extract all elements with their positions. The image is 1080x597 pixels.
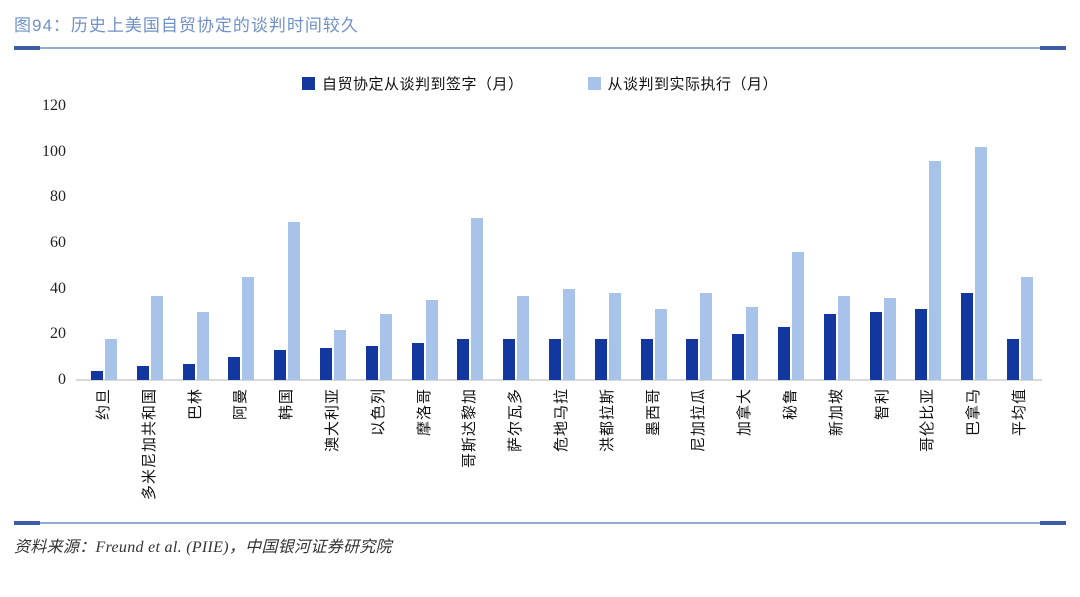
y-axis-label: 80 <box>50 188 66 206</box>
legend-swatch-implemented-icon <box>587 77 601 90</box>
bar-signed <box>594 338 607 380</box>
bar-signed <box>91 370 103 380</box>
bar-signed <box>457 338 470 380</box>
source-attribution: 资料来源：Freund et al. (PIIE)，中国银河证券研究院 <box>14 539 392 556</box>
bar-implemented <box>929 160 942 380</box>
divider-cap-right <box>1040 46 1066 50</box>
bar-implemented <box>975 147 988 380</box>
bar-signed <box>411 343 424 380</box>
legend-item-signed: 自贸协定从谈判到签字（月） <box>301 73 524 94</box>
y-axis-label: 40 <box>50 279 66 297</box>
bar-signed <box>915 309 928 380</box>
y-axis-label: 60 <box>50 234 66 251</box>
y-axis-label: 0 <box>58 371 66 388</box>
bar-implemented <box>517 295 530 380</box>
bar-signed <box>732 334 745 380</box>
bar-signed <box>640 338 653 380</box>
bar-implemented <box>105 338 117 380</box>
bar-signed <box>823 313 836 380</box>
bar-signed <box>228 357 241 380</box>
bar-signed <box>182 364 195 380</box>
legend-label-signed: 自贸协定从谈判到签字（月） <box>321 76 524 93</box>
bar-signed <box>136 366 149 380</box>
legend-label-implemented: 从谈判到实际执行（月） <box>607 76 779 93</box>
bar-implemented <box>700 293 713 380</box>
bar-implemented <box>792 252 804 380</box>
bar-signed <box>274 350 287 380</box>
bar-implemented <box>242 277 255 380</box>
divider-cap-left <box>14 46 40 50</box>
bar-signed <box>686 338 699 380</box>
legend-swatch-signed-icon <box>301 77 315 90</box>
bar-implemented <box>837 295 850 380</box>
bar-signed <box>778 327 790 380</box>
bar-signed <box>869 311 882 380</box>
bar-implemented <box>654 309 667 380</box>
bar-signed <box>365 345 378 380</box>
bar-implemented <box>471 217 484 380</box>
y-axis-label: 100 <box>42 142 66 160</box>
bar-implemented <box>196 311 209 380</box>
bar-signed <box>1007 338 1019 380</box>
y-axis-label: 20 <box>50 325 66 343</box>
legend-item-implemented: 从谈判到实际执行（月） <box>587 73 779 94</box>
divider-cap-left <box>14 521 40 525</box>
bar-implemented <box>288 222 301 380</box>
bar-signed <box>503 338 516 380</box>
bar-signed <box>961 293 974 380</box>
bar-implemented <box>1021 277 1033 380</box>
bar-implemented <box>150 295 163 380</box>
bar-signed <box>320 348 332 380</box>
divider-cap-right <box>1040 521 1066 525</box>
bar-signed <box>549 338 561 380</box>
bar-implemented <box>334 329 346 380</box>
footer-divider <box>14 521 1066 525</box>
title-divider <box>14 46 1066 50</box>
bar-implemented <box>883 297 896 380</box>
x-axis-baseline <box>76 379 1042 381</box>
bar-implemented <box>563 288 575 380</box>
figure-title: 图94：历史上美国自贸协定的谈判时间较久 <box>14 16 359 35</box>
y-axis-label: 120 <box>42 97 66 114</box>
bar-implemented <box>425 300 438 380</box>
bar-implemented <box>746 306 759 380</box>
chart-legend: 自贸协定从谈判到签字（月） 从谈判到实际执行（月） <box>0 73 1080 94</box>
bar-implemented <box>608 293 621 380</box>
bar-implemented <box>379 313 392 380</box>
